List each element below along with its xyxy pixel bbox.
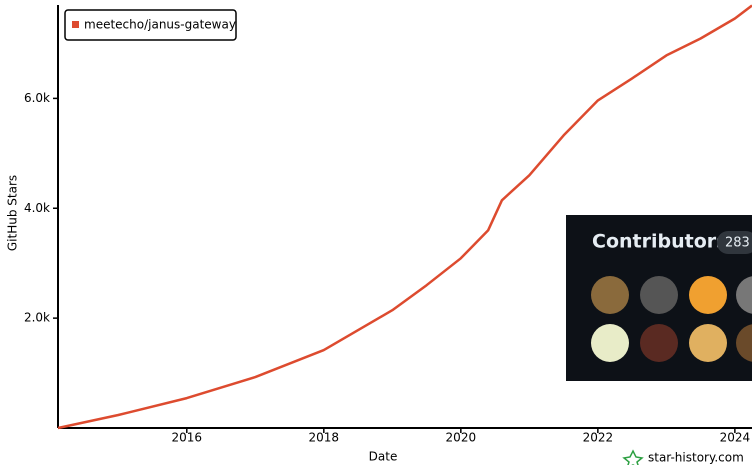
legend-box	[64, 9, 237, 41]
x-tick-label: 2020	[446, 431, 477, 445]
y-tick-label: 6.0k	[24, 91, 50, 105]
avatar	[736, 276, 752, 314]
watermark: star-history.com	[648, 451, 744, 465]
x-tick-label: 2022	[583, 431, 614, 445]
avatar	[640, 324, 678, 362]
x-tick-label: 2018	[309, 431, 340, 445]
contributors-panel: Contributors 283	[566, 215, 752, 381]
panel-count: 283	[725, 236, 750, 251]
avatar	[591, 324, 629, 362]
avatar	[591, 276, 629, 314]
y-axis-label: GitHub Stars	[6, 175, 20, 251]
legend-swatch	[72, 21, 79, 28]
x-axis-label: Date	[369, 450, 398, 464]
panel-title: Contributors	[592, 231, 727, 253]
legend: meetecho/janus-gateway	[64, 9, 237, 41]
y-tick-label: 2.0k	[24, 311, 50, 325]
avatar	[689, 276, 727, 314]
avatar	[640, 276, 678, 314]
avatar	[689, 324, 727, 362]
watermark-icon	[622, 449, 644, 465]
x-tick-label: 2024	[720, 431, 751, 445]
avatar	[736, 324, 752, 362]
y-tick-label: 4.0k	[24, 201, 50, 215]
x-tick-label: 2016	[172, 431, 203, 445]
count-badge	[717, 231, 752, 254]
series-line	[57, 4, 752, 430]
legend-label: meetecho/janus-gateway	[84, 18, 236, 32]
